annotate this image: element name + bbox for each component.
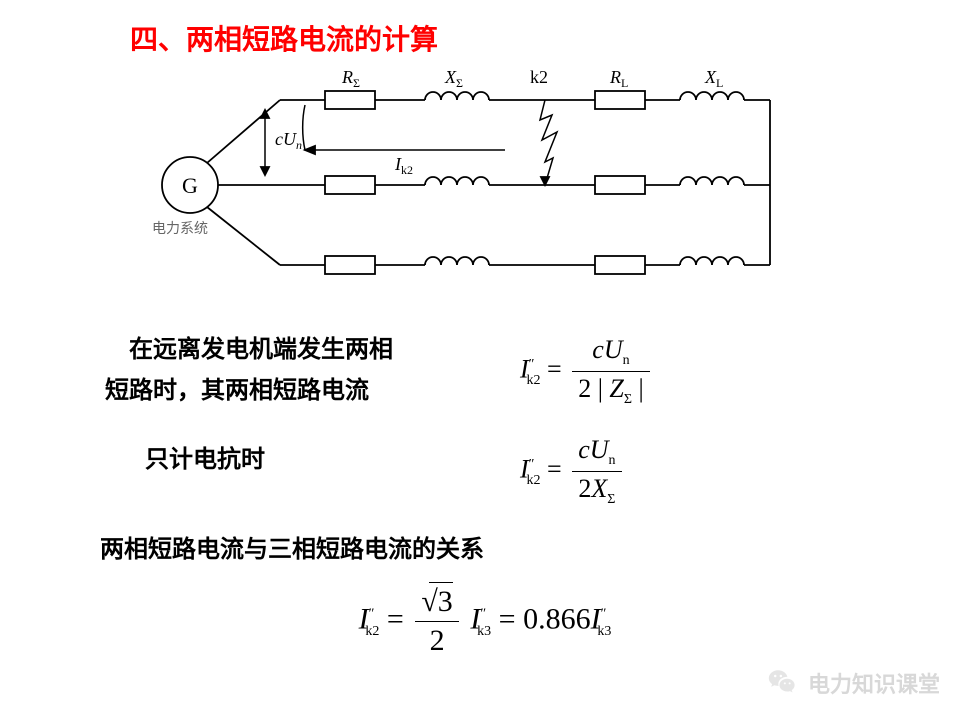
generator-label: G [182,173,198,198]
svg-text:XL: XL [704,67,723,90]
svg-text:RL: RL [609,67,628,90]
formula-1: I″k2 = cUn 2 | ZΣ | [520,335,654,408]
svg-text:XΣ: XΣ [444,67,463,90]
text-block-1: 在远离发电机端发生两相 短路时，其两相短路电流 [105,330,455,412]
svg-text:Ik2: Ik2 [394,154,413,177]
text-block-3: 两相短路电流与三相短路电流的关系 [100,530,484,571]
watermark: 电力知识课堂 [766,666,940,700]
svg-text:cUn: cUn [275,129,302,152]
svg-text:RΣ: RΣ [341,67,360,90]
circuit-diagram: G 电力系统 [150,55,780,295]
watermark-text: 电力知识课堂 [808,667,940,699]
page-title: 四、两相短路电流的计算 [130,18,438,58]
formula-3: I″k2 = √3 2 I″k3 = 0.866I″k3 [260,585,710,658]
wechat-icon [766,666,800,700]
text-block-2: 只计电抗时 [145,440,265,481]
svg-text:k2: k2 [530,67,548,87]
system-label: 电力系统 [152,221,208,237]
formula-2: I″k2 = cUn 2XΣ [520,435,626,508]
